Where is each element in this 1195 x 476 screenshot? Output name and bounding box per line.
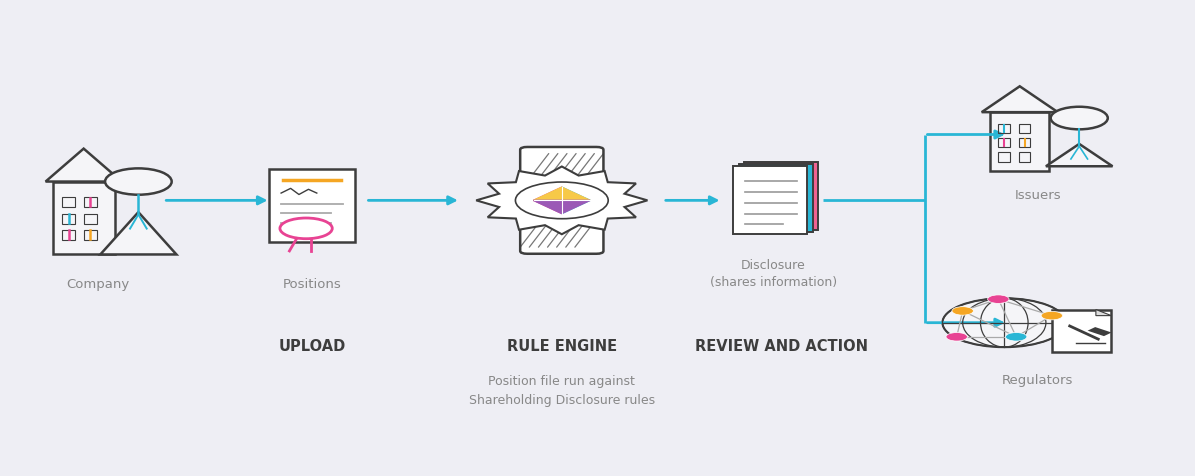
Circle shape <box>1005 333 1027 341</box>
Bar <box>998 124 1010 133</box>
Polygon shape <box>1046 144 1113 166</box>
Bar <box>1052 309 1111 352</box>
Text: Issuers: Issuers <box>1015 188 1061 202</box>
Text: Disclosure
(shares information): Disclosure (shares information) <box>710 259 838 289</box>
FancyBboxPatch shape <box>520 203 603 254</box>
Circle shape <box>280 218 332 238</box>
Bar <box>62 214 75 224</box>
Bar <box>733 166 807 235</box>
Bar <box>84 214 97 224</box>
Text: Regulators: Regulators <box>1001 375 1073 387</box>
Text: UPLOAD: UPLOAD <box>278 339 345 354</box>
Text: REVIEW AND ACTION: REVIEW AND ACTION <box>695 339 869 354</box>
Circle shape <box>943 298 1066 347</box>
Polygon shape <box>533 187 590 200</box>
Bar <box>998 152 1010 161</box>
Bar <box>739 164 813 232</box>
Polygon shape <box>533 187 562 214</box>
Circle shape <box>515 182 608 218</box>
Bar <box>84 197 97 208</box>
Polygon shape <box>1096 309 1111 316</box>
Bar <box>62 230 75 240</box>
Text: Position file run against
Shareholding Disclosure rules: Position file run against Shareholding D… <box>468 375 655 407</box>
Polygon shape <box>45 149 122 181</box>
Bar <box>1018 124 1030 133</box>
Polygon shape <box>100 212 177 255</box>
Bar <box>84 230 97 240</box>
Polygon shape <box>533 200 590 214</box>
Bar <box>1087 327 1111 336</box>
Text: Positions: Positions <box>283 278 342 291</box>
Bar <box>1018 152 1030 161</box>
Circle shape <box>1041 311 1062 320</box>
Circle shape <box>952 307 974 315</box>
Text: Company: Company <box>66 278 129 291</box>
Bar <box>1018 138 1030 148</box>
Circle shape <box>987 295 1009 303</box>
Bar <box>998 138 1010 148</box>
Bar <box>53 181 115 255</box>
Bar <box>743 162 817 230</box>
Circle shape <box>105 169 172 195</box>
Polygon shape <box>562 187 590 214</box>
Circle shape <box>946 333 968 341</box>
Circle shape <box>1050 107 1108 129</box>
Bar <box>989 112 1049 171</box>
Bar <box>62 197 75 208</box>
Polygon shape <box>981 86 1058 112</box>
Text: RULE ENGINE: RULE ENGINE <box>507 339 617 354</box>
FancyBboxPatch shape <box>520 147 603 198</box>
Polygon shape <box>476 167 648 234</box>
Bar <box>269 169 355 241</box>
